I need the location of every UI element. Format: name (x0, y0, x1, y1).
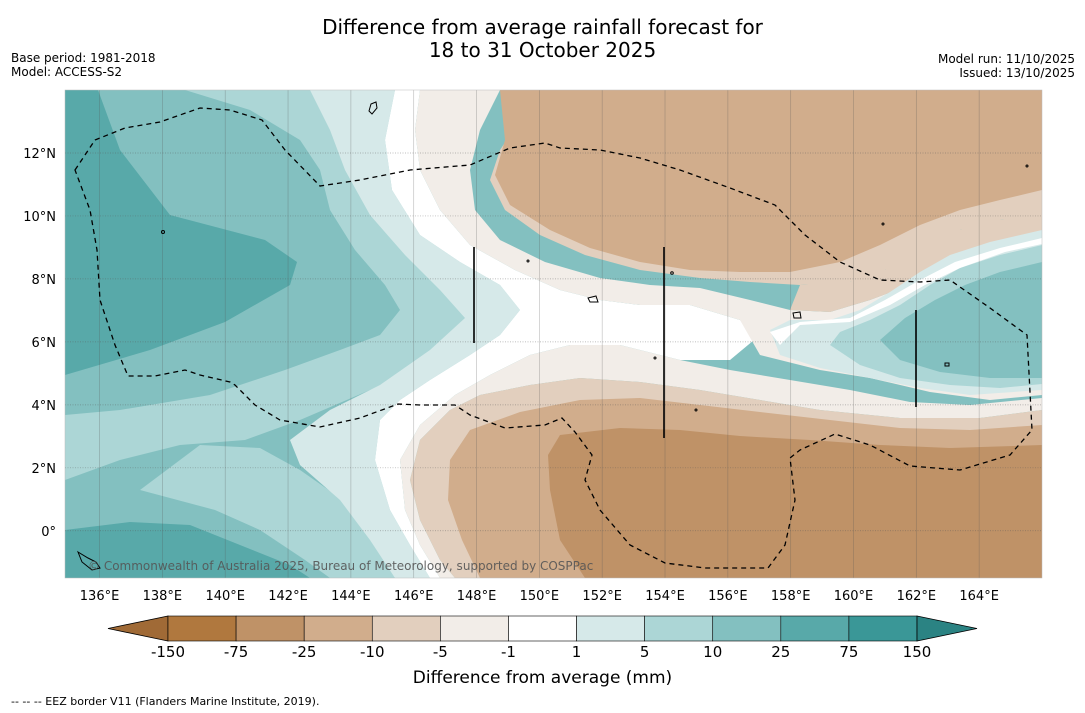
island-small-3 (653, 356, 657, 360)
colorbar-segment (303, 615, 373, 642)
island-small-6 (881, 222, 885, 226)
island-small-4 (694, 408, 698, 412)
lat-label: 0° (41, 525, 56, 540)
lon-label: 142°E (268, 589, 308, 604)
colorbar-segment (440, 615, 509, 642)
lat-label: 10°N (23, 210, 56, 225)
island-pohnpei (792, 311, 802, 319)
issued-date: Issued: 13/10/2025 (959, 66, 1075, 80)
zone-25-75-south (65, 522, 310, 578)
lon-label: 140°E (205, 589, 245, 604)
eez-border-west (74, 107, 1033, 569)
colorbar-tick-label: -10 (360, 643, 385, 661)
zone-minus-25-75-south (548, 428, 1042, 578)
island-kosrae (944, 362, 950, 367)
zone-east-white-ring (770, 238, 1042, 345)
zone-minus-10-25-north (495, 90, 1042, 272)
island-small-5 (1025, 164, 1029, 168)
colorbar-tick-label: -5 (432, 643, 448, 661)
colorbar-tick-label: 5 (639, 643, 650, 661)
colorbar-segment (712, 615, 782, 642)
lon-label: 154°E (645, 589, 685, 604)
lat-label: 2°N (32, 462, 57, 477)
colorbar-tick-label: 75 (839, 643, 859, 661)
lon-label: 160°E (834, 589, 874, 604)
colorbar-segment (167, 615, 237, 642)
lon-label: 144°E (331, 589, 371, 604)
island-palau (76, 550, 101, 571)
colorbar-segment (576, 615, 645, 642)
islands (76, 101, 1029, 571)
colorbar-segment (780, 615, 850, 642)
lat-label: 8°N (32, 273, 57, 288)
model-run: Model run: 11/10/2025 (937, 52, 1075, 66)
zone-1-5-north (290, 90, 520, 578)
zone-5-10-south (140, 445, 395, 578)
colorbar-segment (644, 615, 714, 642)
lat-label: 6°N (32, 336, 57, 351)
colorbar-tick-label: 25 (771, 643, 791, 661)
colorbar-tick-label: -1 (500, 643, 516, 661)
title-line-1: Difference from average rainfall forecas… (322, 15, 763, 39)
island-chuuk (587, 295, 599, 303)
lon-label: 146°E (394, 589, 434, 604)
lon-label: 150°E (520, 589, 560, 604)
island-yap (161, 230, 165, 234)
base-period: Base period: 1981-2018 (11, 51, 156, 65)
lon-label: 158°E (771, 589, 811, 604)
lon-label: 164°E (959, 589, 999, 604)
lon-label: 152°E (582, 589, 622, 604)
colorbar-tick-label: 10 (703, 643, 723, 661)
colorbar-segment (235, 615, 305, 642)
colorbar-segment (508, 615, 577, 642)
lon-label: 162°E (897, 589, 937, 604)
map-frame (64, 89, 1043, 579)
zone-neutral (375, 90, 760, 578)
zone-east-10-25 (880, 262, 1042, 378)
model-name: Model: ACCESS-S2 (11, 65, 123, 79)
lon-label: 136°E (80, 589, 120, 604)
colorbar-tick-label: 1 (571, 643, 582, 661)
copyright-text: © Commonwealth of Australia 2025, Bureau… (88, 559, 593, 573)
island-guam (368, 101, 378, 115)
colorbar-low-arrow (107, 615, 169, 642)
axis-labels: 136°E 138°E 140°E 142°E 144°E 146°E 148°E 150°E… (23, 147, 999, 604)
island-small-1 (670, 271, 674, 275)
lon-label: 148°E (457, 589, 497, 604)
colorbar-tick-label: -150 (150, 643, 186, 661)
colorbar-tick-label: -75 (223, 643, 249, 661)
zone-25-75-west (65, 90, 297, 375)
colorbar-segment (371, 615, 441, 642)
lon-label: 138°E (143, 589, 183, 604)
colorbar-tick-label: 150 (902, 643, 932, 661)
title-line-2: 18 to 31 October 2025 (428, 38, 657, 62)
colorbar-segment (848, 615, 918, 642)
map-area (65, 90, 1042, 578)
colorbar (107, 615, 978, 642)
colorbar-high-arrow (916, 615, 978, 642)
lon-label: 156°E (708, 589, 748, 604)
lat-label: 4°N (32, 399, 57, 414)
grid-lines (65, 90, 1042, 578)
colorbar-title: Difference from average (mm) (412, 668, 673, 688)
colorbar-tick-label: -25 (291, 643, 317, 661)
island-small-2 (526, 259, 530, 263)
lat-label: 12°N (23, 147, 56, 162)
footer-eez-note: -- -- -- EEZ border V11 (Flanders Marine… (11, 695, 320, 708)
